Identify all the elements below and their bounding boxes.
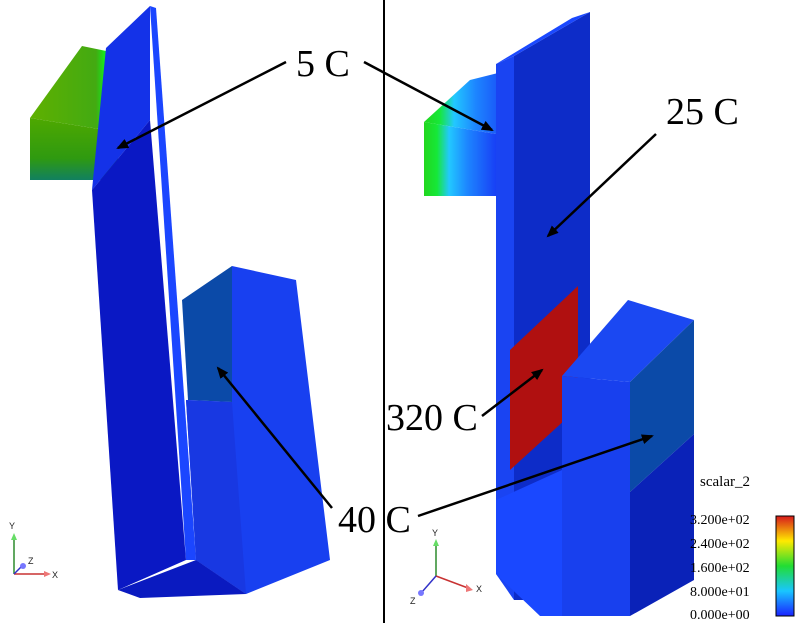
right-plate-side	[496, 56, 514, 600]
axes-triad-right: Y Z X	[410, 528, 482, 606]
axis-x-label: X	[476, 584, 482, 594]
right-block-top	[562, 300, 694, 382]
left-block-top-slot	[182, 266, 232, 402]
legend-tick: 8.000e+01	[690, 585, 750, 600]
right-hot-face	[510, 286, 578, 470]
legend-tick: 1.600e+02	[690, 561, 750, 576]
right-base-lower	[496, 470, 562, 616]
label-25c: 25 C	[666, 91, 739, 133]
axis-z-label: Z	[410, 596, 416, 606]
arrow-40c-right	[417, 434, 654, 518]
right-bracket-front	[424, 122, 496, 196]
arrow-320c	[481, 368, 544, 417]
arrow-40c-left	[216, 366, 333, 509]
right-model	[424, 12, 694, 616]
legend-title: scalar_2	[700, 474, 750, 490]
annotation-arrows	[116, 60, 657, 518]
left-column-front	[92, 120, 186, 590]
axis-z-label: Z	[28, 556, 34, 566]
left-plate-side	[92, 6, 150, 190]
axis-y-label: Y	[432, 528, 438, 538]
color-legend: scalar_2 3.200e+02 2.400e+02 1.600e+02 8…	[690, 474, 795, 623]
arrow-5c-right	[363, 60, 494, 132]
right-plate-top	[496, 12, 590, 64]
label-40c: 40 C	[338, 499, 411, 541]
left-plate-edge	[150, 6, 196, 560]
left-base	[118, 560, 246, 598]
right-block-side-lower	[630, 434, 694, 616]
axes-triad-left: Y Z X	[9, 521, 58, 580]
legend-colorbar	[775, 515, 795, 617]
label-320c: 320 C	[386, 397, 478, 439]
legend-tick: 0.000e+00	[690, 608, 750, 623]
axis-y-label: Y	[9, 521, 15, 531]
left-block-shade	[186, 400, 246, 594]
arrow-5c-left	[116, 60, 287, 150]
legend-tick: 2.400e+02	[690, 537, 750, 552]
legend-tick: 3.200e+02	[690, 513, 750, 528]
axis-x-label: X	[52, 570, 58, 580]
right-block-side-upper	[630, 320, 694, 492]
right-block-front	[562, 376, 630, 616]
label-5c: 5 C	[296, 43, 350, 85]
right-bracket-top	[424, 70, 510, 134]
arrow-25c	[546, 133, 657, 238]
left-model	[30, 6, 330, 598]
